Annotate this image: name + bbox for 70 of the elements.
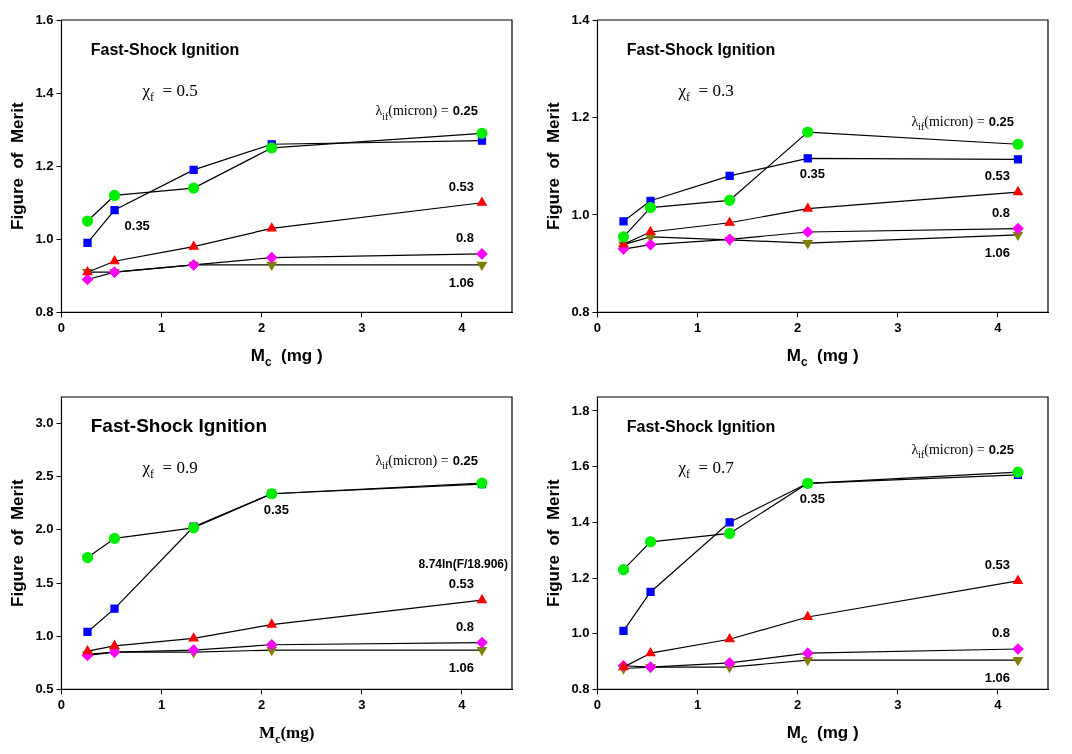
series-label: 0.8 <box>991 625 1010 641</box>
y-axis-title: Figure of Merit <box>7 479 27 607</box>
x-tick-label: 1 <box>693 319 702 335</box>
x-tick-label: 0 <box>593 319 602 335</box>
x-tick-label: 2 <box>258 319 266 335</box>
x-tick-label: 4 <box>458 319 467 335</box>
series-label: 0.25 <box>452 103 478 119</box>
x-tick-label: 2 <box>794 319 802 335</box>
x-tick-label: 3 <box>358 319 366 335</box>
x-tick-label: 3 <box>358 696 366 712</box>
x-tick-label: 2 <box>794 696 802 712</box>
x-tick-label: 1 <box>157 319 166 335</box>
y-tick-label: 1.2 <box>35 157 54 173</box>
x-tick-label: 2 <box>258 696 266 712</box>
x-tick-label: 3 <box>894 319 902 335</box>
y-tick-label: 1.4 <box>571 11 591 27</box>
y-tick-label: 1.4 <box>35 84 55 100</box>
x-tick-label: 0 <box>57 319 66 335</box>
series-label: 0.25 <box>988 442 1014 458</box>
series-label: 0.35 <box>799 491 826 507</box>
text: Fast-Shock Ignition <box>90 41 240 59</box>
x-tick-label: 1 <box>693 696 702 712</box>
series-label: 1.06 <box>448 274 474 290</box>
series-label: 1.06 <box>984 670 1010 686</box>
annotation: 8.74ln(F/18.906) <box>418 557 509 572</box>
y-axis-title: Figure of Merit <box>543 102 563 230</box>
y-tick-label: 3.0 <box>35 415 54 431</box>
series-label: 0.53 <box>448 178 474 194</box>
x-tick-label: 4 <box>994 319 1003 335</box>
text: Fast-Shock Ignition <box>626 418 776 436</box>
series-label: 0.8 <box>991 204 1010 220</box>
series-label: 0.53 <box>984 168 1010 184</box>
y-tick-label: 1.5 <box>35 574 54 590</box>
series-label: 1.06 <box>448 660 474 676</box>
series-label: 0.25 <box>988 114 1014 130</box>
y-tick-label: 1.2 <box>571 109 590 125</box>
y-tick-label: 2.5 <box>35 468 54 484</box>
y-tick-label: 0.8 <box>571 303 590 319</box>
y-tick-label: 2.0 <box>35 521 54 537</box>
x-tick-label: 3 <box>894 696 902 712</box>
y-tick-label: 1.2 <box>571 569 590 585</box>
y-tick-label: 0.5 <box>35 680 54 696</box>
y-axis-title: Figure of Merit <box>7 102 27 230</box>
x-tick-label: 4 <box>458 696 467 712</box>
series-label: 0.53 <box>984 556 1010 572</box>
series-label: 0.35 <box>799 166 826 182</box>
x-tick-label: 0 <box>593 696 602 712</box>
y-tick-label: 0.8 <box>35 303 54 319</box>
y-tick-label: 1.4 <box>571 513 591 529</box>
x-tick-label: 0 <box>57 696 66 712</box>
series-label: 1.06 <box>984 244 1010 260</box>
series-label: 0.8 <box>455 229 474 245</box>
y-tick-label: 1.8 <box>571 402 590 418</box>
series-label: 0.53 <box>448 576 474 592</box>
y-tick-label: 1.6 <box>571 458 590 474</box>
x-tick-label: 4 <box>994 696 1003 712</box>
y-tick-label: 1.0 <box>35 230 54 246</box>
series-label: 0.8 <box>455 618 474 634</box>
text: Fast-Shock Ignition <box>626 41 776 59</box>
y-tick-label: 0.8 <box>571 680 590 696</box>
series-label: 0.35 <box>263 501 290 517</box>
x-tick-label: 1 <box>157 696 166 712</box>
y-axis-title: Figure of Merit <box>543 479 563 607</box>
text: Fast-Shock Ignition <box>90 415 268 437</box>
series-label: 0.25 <box>452 453 478 469</box>
y-tick-label: 1.0 <box>571 206 590 222</box>
y-tick-label: 1.0 <box>571 625 590 641</box>
y-tick-label: 1.6 <box>35 11 54 27</box>
y-tick-label: 1.0 <box>35 627 54 643</box>
series-label: 0.35 <box>124 218 150 234</box>
